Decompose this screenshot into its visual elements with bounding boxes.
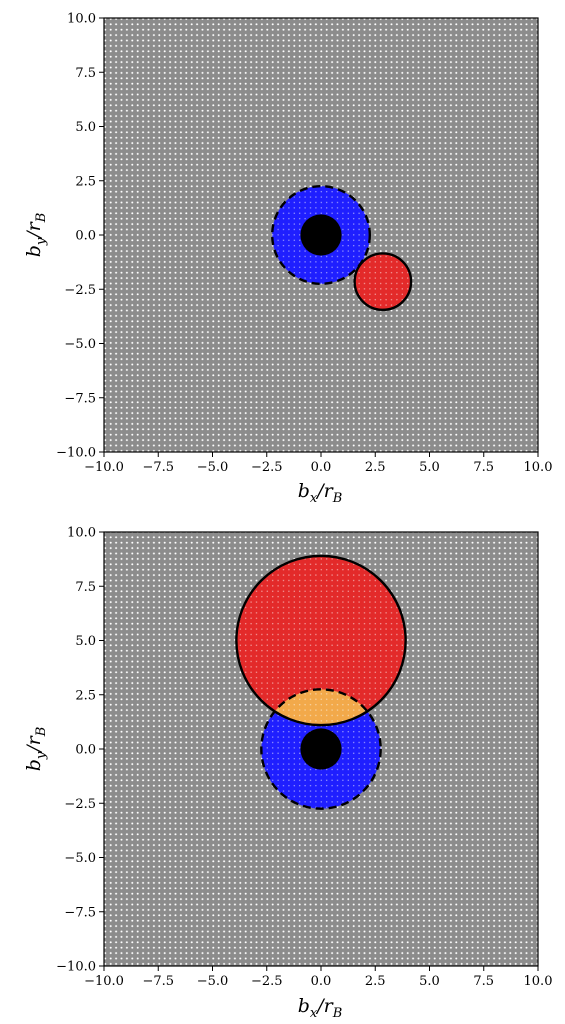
x-tick-label: −5.0 <box>197 460 229 475</box>
y-tick-label: 2.5 <box>75 174 96 189</box>
y-tick-label: −5.0 <box>64 337 96 352</box>
x-tick-label: 10.0 <box>524 974 553 989</box>
y-tick-label: −2.5 <box>64 283 96 298</box>
disk-outline-dashed <box>260 688 382 810</box>
y-tick-label: 7.5 <box>75 66 96 81</box>
central-body <box>300 214 342 256</box>
x-tick-label: 5.0 <box>419 974 440 989</box>
x-tick-label: −7.5 <box>142 974 174 989</box>
occulter-outline <box>353 252 413 312</box>
y-tick-label: −10.0 <box>56 960 96 975</box>
x-tick-label: 10.0 <box>524 460 553 475</box>
top-panel: −10.0 −7.5 −5.0 −2.5 0.0 2.5 5.0 7.5 10.0 −10.0 −7… <box>23 12 552 507</box>
y-axis-label: by/rB <box>23 727 49 772</box>
y-tick-label: −5.0 <box>64 851 96 866</box>
occulter-region <box>236 555 406 726</box>
x-tick-label: −5.0 <box>197 974 229 989</box>
y-tick-label: −10.0 <box>56 446 96 461</box>
x-tick-label: 7.5 <box>473 460 494 475</box>
x-tick-label: −2.5 <box>251 460 283 475</box>
y-tick-label: 7.5 <box>75 580 96 595</box>
y-tick-label: 10.0 <box>67 526 96 541</box>
bottom-panel: −10.0 −7.5 −5.0 −2.5 0.0 2.5 5.0 7.5 10.0 −10.0 −7… <box>23 526 552 1022</box>
occulter-region <box>354 253 412 310</box>
x-tick-label: 0.0 <box>311 974 332 989</box>
disk-outline-dashed <box>270 184 372 286</box>
y-tick-label: 5.0 <box>75 634 96 649</box>
y-tick-label: −7.5 <box>64 905 96 920</box>
x-axis-label: bx/rB <box>298 995 343 1021</box>
x-tick-label: −7.5 <box>142 460 174 475</box>
y-tick-label: −2.5 <box>64 797 96 812</box>
x-tick-label: 2.5 <box>365 460 386 475</box>
central-body <box>300 728 342 770</box>
y-tick-label: −7.5 <box>64 391 96 406</box>
occulter-outline <box>235 554 407 727</box>
x-axis-label: bx/rB <box>298 480 343 506</box>
y-tick-label: 2.5 <box>75 688 96 703</box>
y-tick-label: 5.0 <box>75 120 96 135</box>
x-tick-label: 5.0 <box>419 460 440 475</box>
x-tick-label: 0.0 <box>311 460 332 475</box>
y-tick-label: 0.0 <box>75 229 96 244</box>
y-axis-label: by/rB <box>23 213 49 258</box>
x-tick-label: 2.5 <box>365 974 386 989</box>
x-tick-label: 7.5 <box>473 974 494 989</box>
x-tick-label: −10.0 <box>84 460 124 475</box>
y-tick-label: 10.0 <box>67 12 96 27</box>
y-tick-label: 0.0 <box>75 743 96 758</box>
x-tick-label: −2.5 <box>251 974 283 989</box>
x-tick-label: −10.0 <box>84 974 124 989</box>
